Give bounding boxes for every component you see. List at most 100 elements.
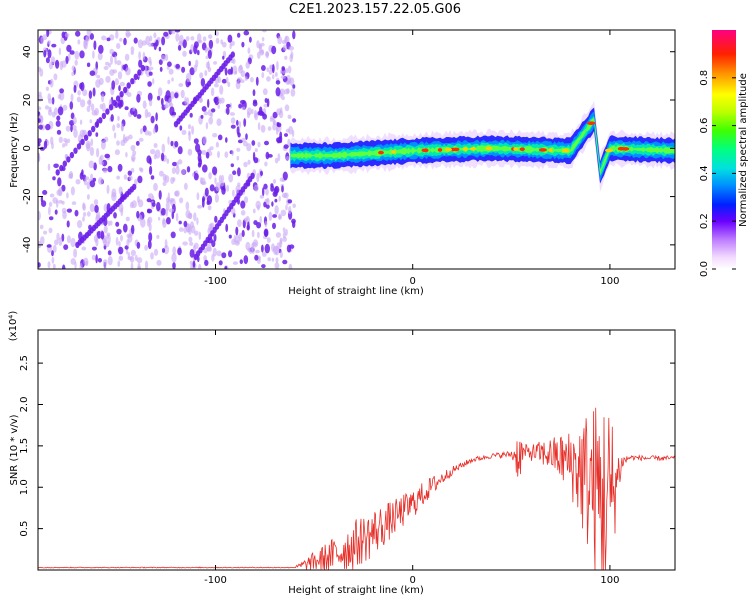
- noise-speckle: [70, 186, 75, 196]
- noise-speckle: [89, 146, 95, 156]
- signal-hotspot: [519, 147, 525, 151]
- noise-speckle: [98, 77, 104, 86]
- noise-speckle: [281, 95, 285, 101]
- noise-speckle: [122, 133, 126, 143]
- noise-speckle: [261, 251, 267, 257]
- signal-hotspot: [421, 148, 429, 153]
- noise-speckle: [55, 59, 60, 69]
- noise-speckle: [113, 212, 117, 219]
- noise-speckle: [180, 89, 185, 99]
- noise-speckle: [90, 138, 94, 147]
- noise-speckle: [160, 97, 164, 106]
- noise-speckle: [52, 176, 56, 181]
- y-tick-label: 0.5: [19, 521, 30, 537]
- noise-speckle: [288, 126, 294, 135]
- noise-speckle: [178, 227, 184, 232]
- noise-speckle: [230, 163, 234, 168]
- noise-speckle: [101, 93, 105, 103]
- noise-speckle: [58, 47, 62, 56]
- noise-speckle: [209, 146, 214, 151]
- noise-speckle: [256, 172, 260, 183]
- noise-speckle: [50, 56, 56, 65]
- noise-speckle: [276, 122, 282, 128]
- noise-speckle: [167, 192, 170, 202]
- noise-speckle: [175, 63, 180, 69]
- noise-speckle: [272, 222, 276, 230]
- noise-speckle: [114, 149, 120, 156]
- noise-speckle: [182, 241, 188, 246]
- noise-speckle: [117, 115, 120, 122]
- noise-speckle: [51, 250, 54, 257]
- noise-speckle: [89, 70, 96, 76]
- noise-speckle: [232, 189, 235, 197]
- noise-speckle: [208, 151, 213, 156]
- chirp-speckle: [115, 95, 121, 102]
- noise-speckle: [159, 66, 163, 72]
- noise-speckle: [77, 90, 81, 96]
- noise-speckle: [75, 30, 81, 37]
- noise-speckle: [220, 181, 225, 187]
- noise-speckle: [207, 66, 212, 73]
- noise-speckle: [207, 98, 210, 108]
- noise-speckle: [86, 181, 91, 190]
- noise-speckle: [266, 237, 271, 243]
- colorbar: 0.0 0.2 0.4 0.6 0.8 Normalized spectral ampl…: [699, 30, 749, 277]
- noise-speckle: [82, 216, 85, 222]
- noise-speckle: [163, 245, 170, 255]
- noise-speckle: [65, 125, 71, 132]
- noise-speckle: [218, 174, 222, 184]
- noise-speckle: [254, 148, 258, 153]
- noise-speckle: [253, 109, 258, 119]
- noise-speckle: [200, 114, 204, 119]
- noise-speckle: [107, 165, 113, 173]
- noise-speckle: [43, 140, 48, 149]
- noise-speckle: [232, 170, 237, 175]
- signal-hotspot: [617, 146, 626, 151]
- noise-speckle: [45, 57, 50, 64]
- noise-speckle: [211, 240, 216, 248]
- noise-speckle: [123, 37, 127, 46]
- noise-speckle: [57, 177, 62, 187]
- noise-speckle: [193, 242, 199, 249]
- noise-speckle: [268, 211, 273, 221]
- noise-speckle: [269, 117, 274, 122]
- noise-speckle: [238, 120, 242, 129]
- noise-speckle: [125, 151, 128, 158]
- noise-speckle: [284, 88, 290, 95]
- noise-speckle: [277, 35, 283, 45]
- signal-hotspot: [391, 150, 396, 154]
- noise-speckle: [222, 50, 227, 58]
- noise-speckle: [100, 154, 104, 161]
- noise-speckle: [243, 196, 249, 204]
- spectrogram-marks: [38, 30, 675, 269]
- noise-speckle: [208, 34, 213, 39]
- noise-speckle: [138, 137, 144, 142]
- noise-speckle: [118, 240, 121, 247]
- noise-speckle: [277, 139, 283, 144]
- noise-speckle: [158, 46, 162, 52]
- spectrogram-frame: [37, 29, 676, 270]
- noise-speckle: [165, 90, 171, 100]
- x-tick-label: 0: [410, 575, 416, 586]
- noise-speckle: [45, 123, 51, 131]
- noise-speckle: [119, 37, 123, 42]
- noise-speckle: [182, 39, 187, 49]
- noise-speckle: [261, 244, 264, 253]
- noise-speckle: [52, 197, 58, 204]
- noise-speckle: [167, 136, 170, 145]
- noise-speckle: [274, 245, 280, 256]
- colorbar-tick-label: 0.0: [699, 261, 710, 277]
- noise-speckle: [91, 246, 97, 251]
- noise-speckle: [81, 169, 84, 177]
- noise-speckle: [174, 30, 181, 33]
- noise-speckle: [204, 187, 209, 197]
- noise-speckle: [280, 209, 287, 217]
- noise-speckle: [157, 216, 161, 221]
- noise-speckle: [274, 262, 280, 269]
- noise-speckle: [54, 209, 58, 215]
- noise-speckle: [208, 117, 214, 125]
- noise-speckle: [212, 133, 218, 138]
- noise-speckle: [160, 152, 165, 162]
- noise-speckle: [210, 87, 215, 97]
- noise-speckle: [63, 138, 68, 143]
